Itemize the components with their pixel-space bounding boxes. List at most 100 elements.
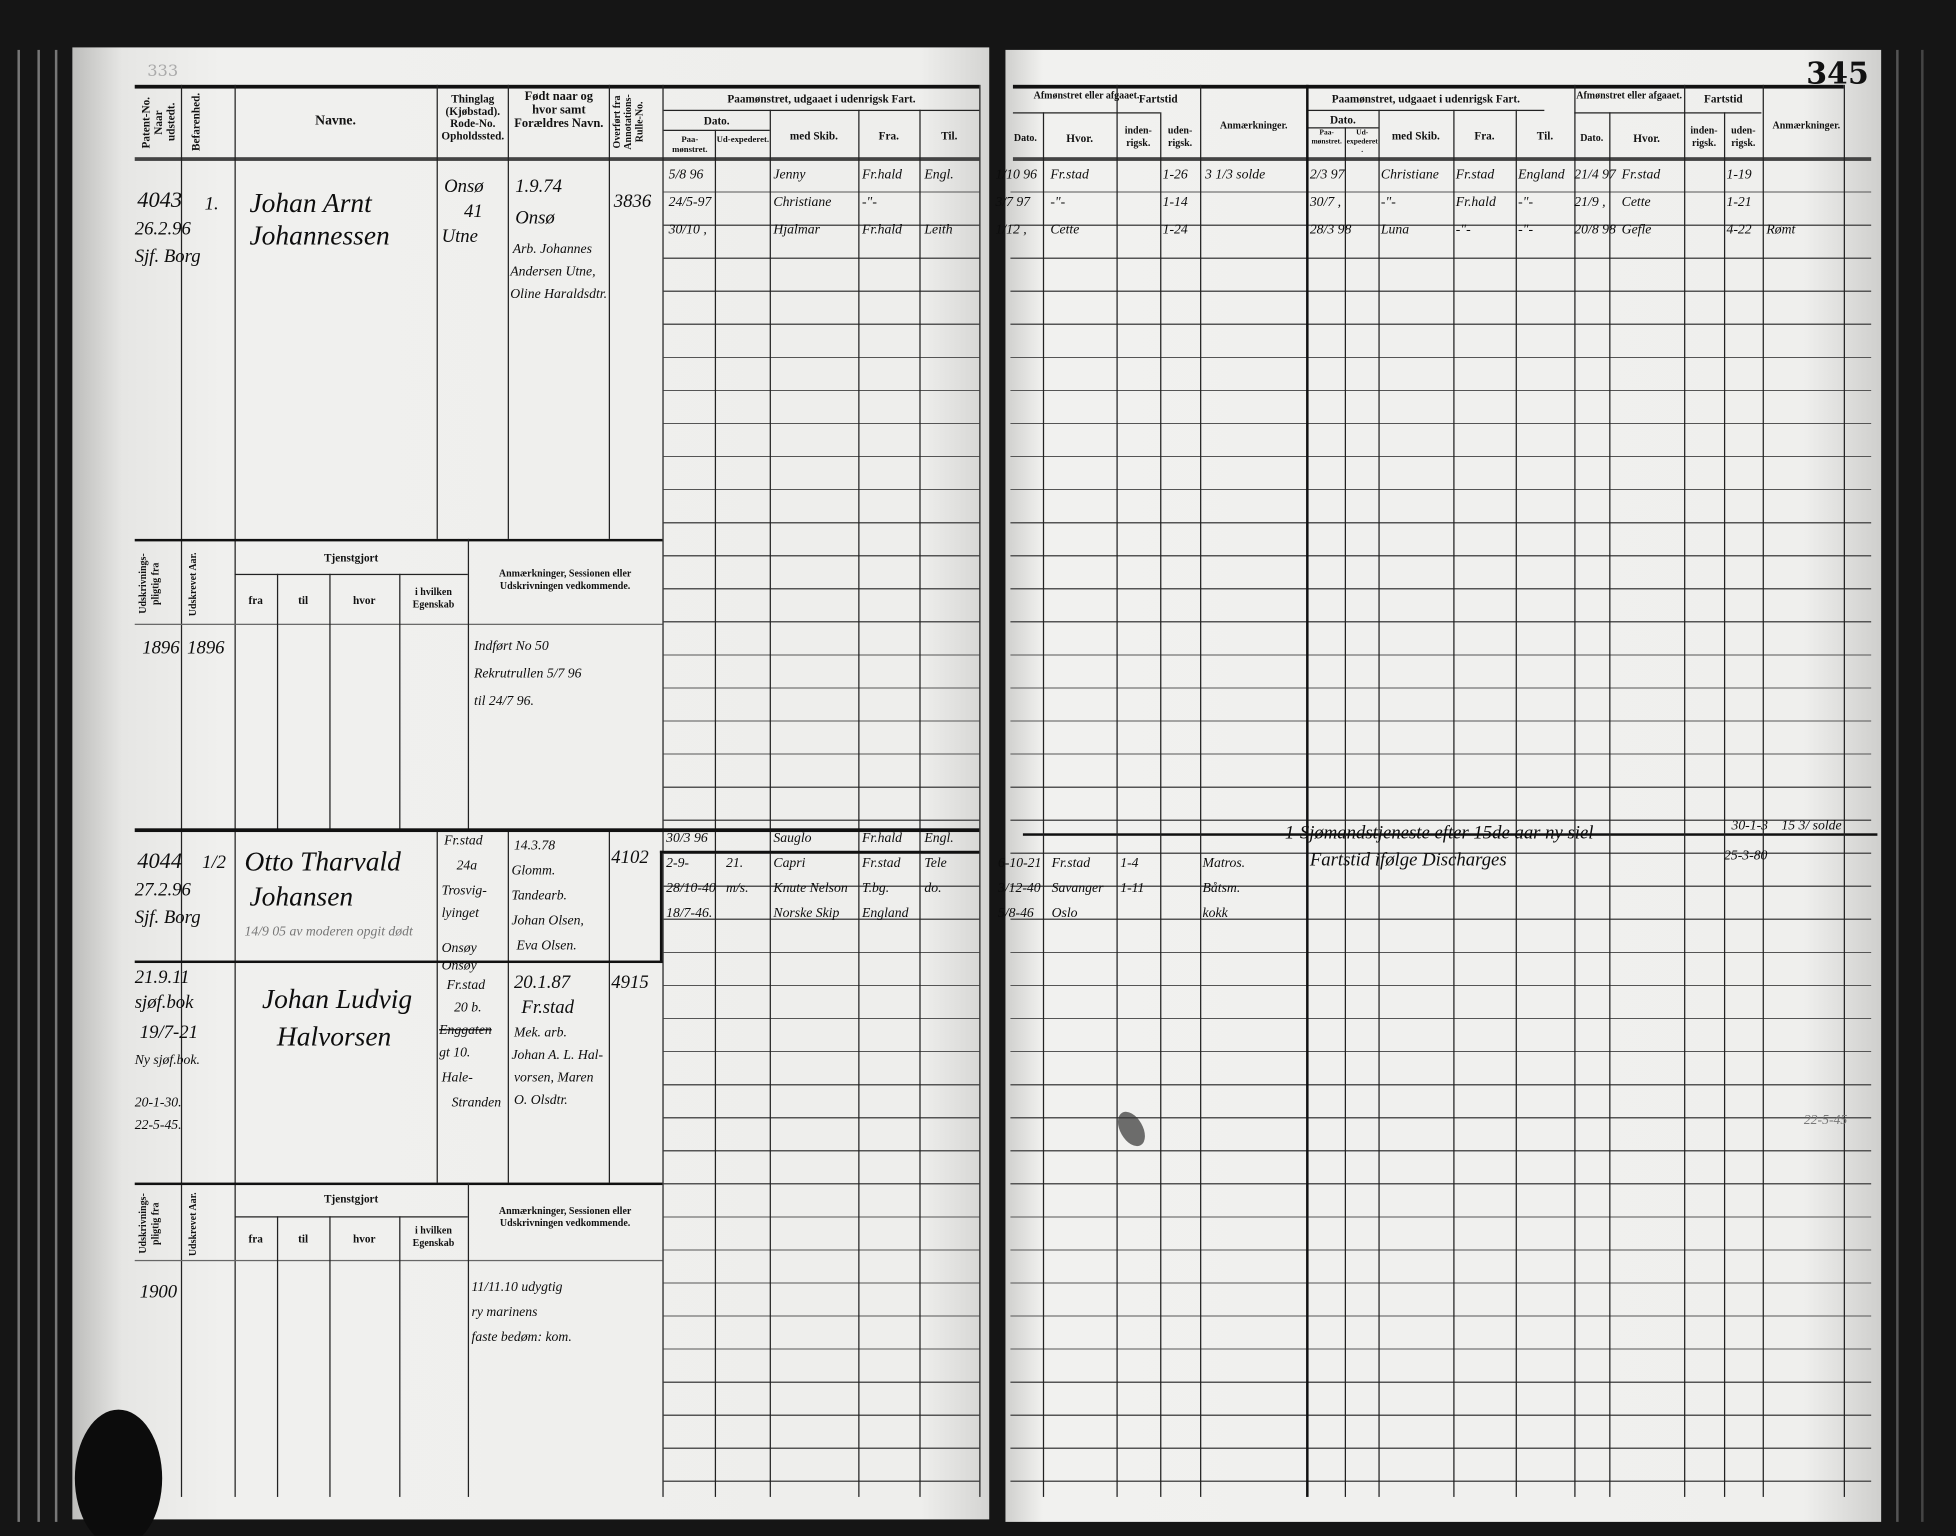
entry-box <box>659 850 663 964</box>
col-rule <box>1515 109 1517 1497</box>
col-rule <box>180 84 183 1497</box>
col-rule <box>979 84 981 1497</box>
header-udexpederet: Ud-expederet. <box>716 134 770 145</box>
voyage-from: Fr.hald <box>861 167 903 183</box>
header-udexpederet: Ud-expederet. <box>1346 129 1378 155</box>
book-date: sjøf.bok <box>134 992 194 1013</box>
service-pligtig: 1900 <box>139 1282 178 1303</box>
service-remark: Indført No 50 <box>474 638 549 654</box>
col-rule <box>714 129 717 1497</box>
voyage-to: Engl. <box>924 830 954 846</box>
thinglag-line: 20 b. <box>454 1000 482 1016</box>
born-line: Johan Olsen, <box>511 913 584 929</box>
return-place: Fr.stad <box>1051 855 1091 871</box>
header-fra: Fra. <box>878 129 899 143</box>
befarenhed: 1/2 <box>202 853 227 874</box>
header-med-skib: med Skib. <box>1391 129 1440 143</box>
col-rule <box>662 84 664 1497</box>
entry-rule <box>1022 833 1878 836</box>
service-top-rule <box>134 1182 663 1186</box>
header-fartstid: Fartstid <box>1138 92 1178 105</box>
sea-service-value: 30-1-3 <box>1731 818 1769 834</box>
return-date: 21/4 97 <box>1574 167 1616 183</box>
header-afmonstret: Afmønstret eller afgaaet. <box>1576 89 1683 102</box>
service-remark: Rekrutrullen 5/7 96 <box>474 666 582 682</box>
voyage-expedited: m/s. <box>726 880 749 896</box>
return-place: Cette <box>1621 194 1651 210</box>
col-rule <box>276 573 279 830</box>
thinglag-line: Fr.stad <box>446 978 486 993</box>
header-paamonstret: Paa-mønstret. <box>1311 129 1342 146</box>
header-thinglag: Thinglag (Kjøbstad). Rode-No. Opholdsste… <box>441 92 505 143</box>
col-rule <box>1200 84 1202 1497</box>
book-date: 21.9.11 <box>134 968 190 988</box>
rank: Båtsm. <box>1202 880 1241 896</box>
sea-service-note: Sjømandstjeneste efter 15de aar ny siel <box>1299 823 1594 844</box>
rank: kokk <box>1202 905 1228 921</box>
voyage-from: -"- <box>1455 222 1471 238</box>
befarenhed: 1. <box>204 194 219 215</box>
born-line: O. Olsdtr. <box>513 1092 568 1108</box>
voyage-ship: Christiane <box>1380 167 1439 183</box>
born-line: Glomm. <box>511 863 556 879</box>
header-bottom-rule <box>134 157 980 161</box>
header-paamonstret-group: Paamønstret, udgaaet i udenrigsk Fart. <box>727 92 916 105</box>
voyage-to: Tele <box>924 855 947 871</box>
thinglag-line: Stranden <box>451 1095 502 1111</box>
service-header-egenskab: i hvilken Egenskab <box>412 586 455 611</box>
voyage-date: 18/7-46. <box>666 905 713 921</box>
patent-issuer: Sjf. Borg <box>134 246 201 267</box>
col-rule <box>467 1182 470 1497</box>
book-date: 22-5-45. <box>134 1117 182 1133</box>
col-rule <box>1378 109 1380 1497</box>
thinglag-line: lyinget <box>441 905 479 921</box>
thinglag-line: Fr.stad <box>444 833 483 849</box>
service-header-fra: fra <box>248 1232 263 1245</box>
voyage-from: Fr.hald <box>861 830 903 846</box>
header-paamonstret: Paa-mønstret. <box>672 134 708 155</box>
rule <box>1307 109 1545 112</box>
born-line: Eva Olsen. <box>516 938 577 954</box>
ruled-rows-left <box>663 159 980 1497</box>
service-header-anm: Anmærkninger, Sessionen eller Udskrivnin… <box>498 1205 632 1229</box>
header-afmonstret: Afmønstret eller afgaaet. <box>1033 89 1140 102</box>
book-date: 19/7-21 <box>139 1022 198 1043</box>
voyage-ship: Luna <box>1380 222 1410 238</box>
col-rule <box>276 1216 279 1497</box>
col-rule <box>1344 127 1346 1497</box>
header-udenrigsk: uden-rigsk. <box>1731 124 1756 149</box>
col-rule <box>608 84 611 539</box>
page-edge <box>17 49 20 1522</box>
domestic-time: 1-4 <box>1120 855 1139 871</box>
patent-date: 27.2.96 <box>134 880 191 901</box>
patent-no: 4043 <box>137 187 183 213</box>
voyage-from: Fr.hald <box>861 222 903 238</box>
thinglag-line: Enggaten <box>439 1022 492 1038</box>
voyage-date: 28/10-40 <box>666 880 716 896</box>
return-date: 20/8 98 <box>1574 222 1616 238</box>
return-date: 21/9 , <box>1574 194 1606 210</box>
return-date: 3/12-40 <box>997 880 1041 896</box>
header-anmaerkninger: Anmærkninger. <box>1219 119 1288 131</box>
header-til: Til. <box>941 129 958 143</box>
page-edge <box>1896 49 1899 1522</box>
book-date: Ny sjøf.bok. <box>134 1052 200 1068</box>
col-rule <box>1762 84 1764 1497</box>
return-date: 1/12 , <box>995 222 1027 238</box>
service-header-til: til <box>298 1232 309 1245</box>
name-last: Johansen <box>249 880 354 912</box>
voyage-from: T.bg. <box>861 880 890 896</box>
voyage-date: 2/3 97 <box>1309 167 1345 183</box>
overfort-no: 4915 <box>611 973 649 993</box>
rule <box>234 573 468 576</box>
born-line: Mek. arb. <box>513 1025 567 1041</box>
service-header-udskrevet: Udskrevet Aar. <box>187 1191 199 1256</box>
sea-service-marker: 1 <box>1284 823 1295 844</box>
voyage-from: -"- <box>861 194 877 210</box>
header-anmaerkninger: Anmærkninger. <box>1772 119 1841 131</box>
born-line: Johan A. L. Hal- <box>511 1047 604 1063</box>
thumb-shadow <box>74 1409 163 1536</box>
return-date: 1/10 96 <box>995 167 1038 183</box>
voyage-to: Engl. <box>924 167 954 183</box>
voyage-date: 28/3 98 <box>1309 222 1352 238</box>
